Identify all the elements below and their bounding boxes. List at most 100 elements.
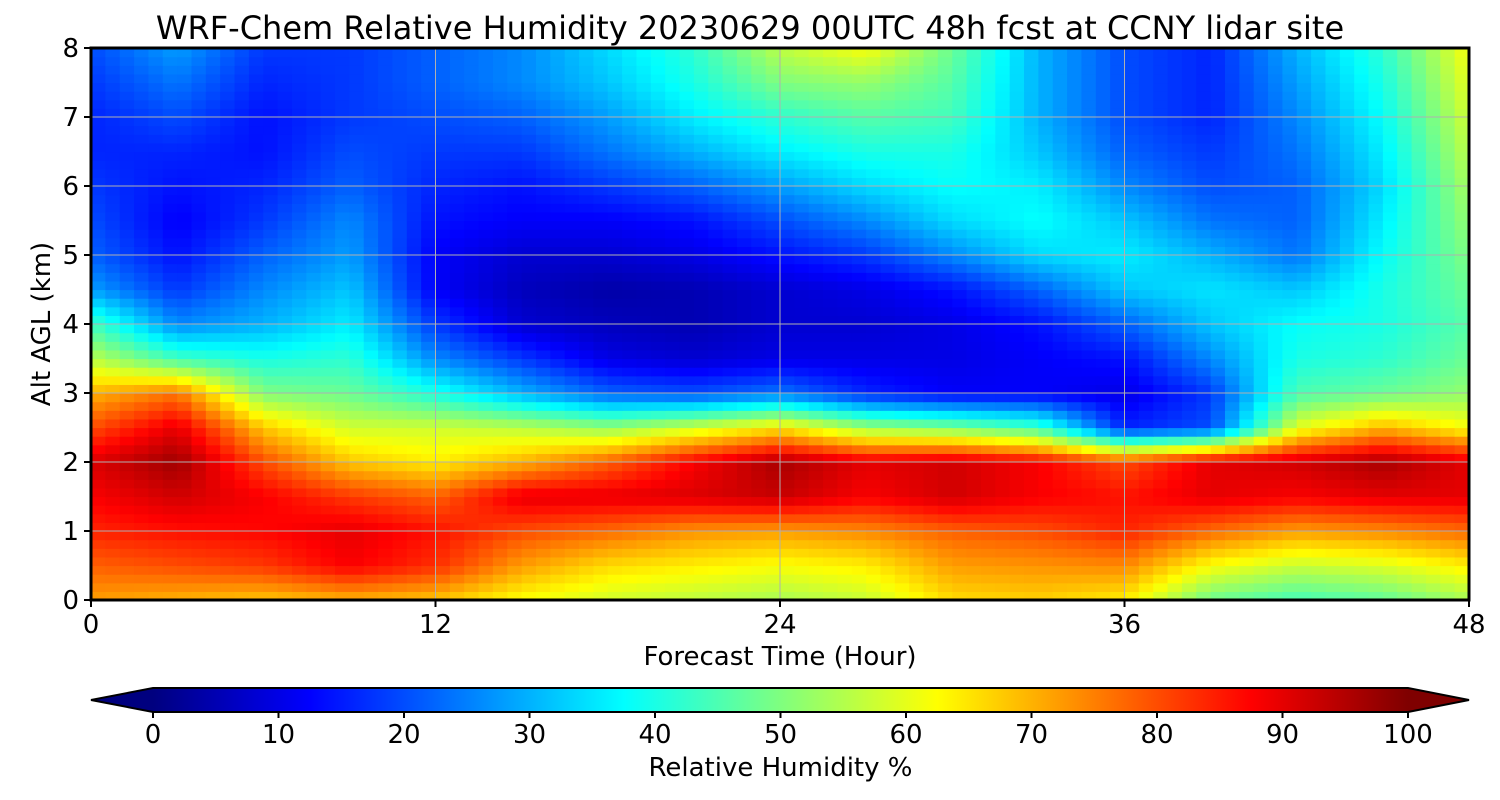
heatmap-cell xyxy=(995,496,1011,506)
heatmap-cell xyxy=(1440,160,1456,170)
heatmap-cell xyxy=(952,367,968,377)
heatmap-cell xyxy=(277,151,293,161)
heatmap-cell xyxy=(607,211,623,222)
heatmap-cell xyxy=(320,246,336,256)
heatmap-cell xyxy=(1325,289,1341,299)
heatmap-cell xyxy=(1052,539,1068,549)
heatmap-cell xyxy=(119,436,135,446)
heatmap-cell xyxy=(291,505,307,515)
heatmap-cell xyxy=(866,384,882,394)
heatmap-cell xyxy=(823,349,839,360)
heatmap-cell xyxy=(650,332,666,342)
heatmap-cell xyxy=(665,548,681,558)
heatmap-cell xyxy=(1110,332,1126,342)
heatmap-cell xyxy=(823,522,839,532)
heatmap-cell xyxy=(622,496,638,506)
heatmap-cell xyxy=(679,306,695,316)
heatmap-cell xyxy=(937,427,953,437)
heatmap-cell xyxy=(1368,470,1384,480)
heatmap-cell xyxy=(191,470,207,480)
heatmap-cell xyxy=(421,418,437,429)
heatmap-cell xyxy=(909,375,925,385)
heatmap-cell xyxy=(220,211,236,222)
heatmap-cell xyxy=(1282,220,1298,230)
heatmap-cell xyxy=(349,401,365,411)
heatmap-cell xyxy=(823,487,839,498)
heatmap-cell xyxy=(780,462,795,472)
heatmap-cell xyxy=(134,211,150,222)
heatmap-cell xyxy=(191,229,207,239)
heatmap-cell xyxy=(650,246,666,256)
heatmap-cell xyxy=(406,194,422,204)
heatmap-cell xyxy=(392,177,408,187)
heatmap-cell xyxy=(105,418,121,429)
heatmap-cell xyxy=(220,177,236,187)
heatmap-cell xyxy=(91,349,106,360)
heatmap-cell xyxy=(736,531,752,541)
heatmap-cell xyxy=(1138,479,1154,489)
heatmap-cell xyxy=(392,298,408,308)
heatmap-cell xyxy=(952,341,968,351)
heatmap-cell xyxy=(449,384,465,394)
heatmap-cell xyxy=(1454,505,1470,515)
heatmap-cell xyxy=(894,436,910,446)
heatmap-cell xyxy=(464,280,480,291)
heatmap-cell xyxy=(1282,393,1298,403)
heatmap-cell xyxy=(851,574,867,584)
heatmap-cell xyxy=(1181,341,1197,351)
heatmap-cell xyxy=(535,565,551,575)
heatmap-cell xyxy=(1440,194,1456,204)
heatmap-cell xyxy=(980,410,996,420)
heatmap-cell xyxy=(421,237,437,247)
heatmap-cell xyxy=(435,332,451,342)
heatmap-cell xyxy=(1339,306,1355,316)
heatmap-cell xyxy=(593,332,609,342)
heatmap-cell xyxy=(909,160,925,170)
heatmap-cell xyxy=(435,160,451,170)
heatmap-cell xyxy=(736,556,752,567)
heatmap-cell xyxy=(248,168,264,178)
heatmap-cell xyxy=(162,246,178,256)
heatmap-cell xyxy=(119,418,135,429)
heatmap-cell xyxy=(1296,375,1312,385)
heatmap-cell xyxy=(1354,427,1370,437)
heatmap-cell xyxy=(1024,496,1039,506)
heatmap-cell xyxy=(119,289,135,299)
heatmap-cell xyxy=(579,272,594,282)
heatmap-cell xyxy=(622,255,638,265)
heatmap-cell xyxy=(220,186,236,196)
heatmap-cell xyxy=(263,522,279,532)
heatmap-cell xyxy=(191,522,207,532)
heatmap-cell xyxy=(909,401,925,411)
heatmap-cell xyxy=(191,341,207,351)
heatmap-cell xyxy=(378,160,394,170)
heatmap-cell xyxy=(1296,479,1312,489)
heatmap-cell xyxy=(205,548,221,558)
heatmap-cell xyxy=(191,211,207,222)
heatmap-cell xyxy=(277,220,293,230)
heatmap-cell xyxy=(421,341,437,351)
heatmap-cell xyxy=(162,513,178,523)
heatmap-cell xyxy=(263,246,279,256)
heatmap-cell xyxy=(1397,418,1413,429)
heatmap-cell xyxy=(91,142,106,153)
heatmap-cell xyxy=(1081,427,1097,437)
heatmap-cell xyxy=(91,591,106,601)
heatmap-cell xyxy=(162,453,178,463)
heatmap-cell xyxy=(1038,263,1054,273)
heatmap-cell xyxy=(607,505,623,515)
heatmap-cell xyxy=(923,220,939,230)
heatmap-cell xyxy=(966,574,982,584)
heatmap-cell xyxy=(1067,246,1083,256)
heatmap-cell xyxy=(1095,522,1111,532)
heatmap-cell xyxy=(177,548,193,558)
heatmap-cell xyxy=(1153,168,1169,178)
heatmap-cell xyxy=(1181,505,1197,515)
heatmap-cell xyxy=(736,349,752,360)
heatmap-cell xyxy=(177,470,193,480)
heatmap-cell xyxy=(1411,418,1427,429)
heatmap-cell xyxy=(607,384,623,394)
heatmap-cell xyxy=(995,591,1011,601)
heatmap-cell xyxy=(1181,151,1197,161)
heatmap-cell xyxy=(392,393,408,403)
